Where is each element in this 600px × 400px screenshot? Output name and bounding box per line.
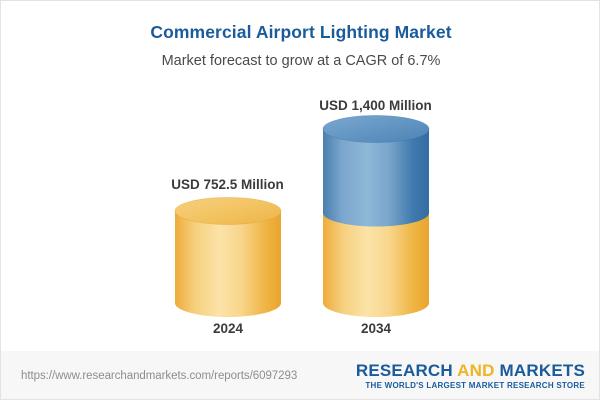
page-title: Commercial Airport Lighting Market xyxy=(150,22,452,42)
bar-category-label-2034: 2034 xyxy=(360,321,392,336)
bar-value-label-2034: USD 1,400 Million xyxy=(319,98,432,113)
cylinder-2024 xyxy=(173,197,283,317)
chart-plot-area: USD 752.5 Million xyxy=(1,1,599,349)
chart-subtitle: Market forecast to grow at a CAGR of 6.7… xyxy=(161,53,441,69)
footer: https://www.researchandmarkets.com/repor… xyxy=(1,351,599,399)
logo-wordmark: RESEARCH AND MARKETS xyxy=(356,362,585,380)
report-url-link[interactable]: https://www.researchandmarkets.com/repor… xyxy=(21,370,298,382)
cylinder-2034 xyxy=(321,115,431,317)
bar-value-label-2024: USD 752.5 Million xyxy=(171,177,284,192)
research-and-markets-logo[interactable]: RESEARCH AND MARKETS THE WORLD'S LARGEST… xyxy=(356,362,585,390)
bar-category-label-2024: 2024 xyxy=(212,321,244,336)
logo-word-and: AND xyxy=(457,361,500,380)
logo-tagline: THE WORLD'S LARGEST MARKET RESEARCH STOR… xyxy=(365,380,585,390)
logo-word-research: RESEARCH xyxy=(355,361,458,380)
logo-word-markets: MARKETS xyxy=(499,361,585,380)
